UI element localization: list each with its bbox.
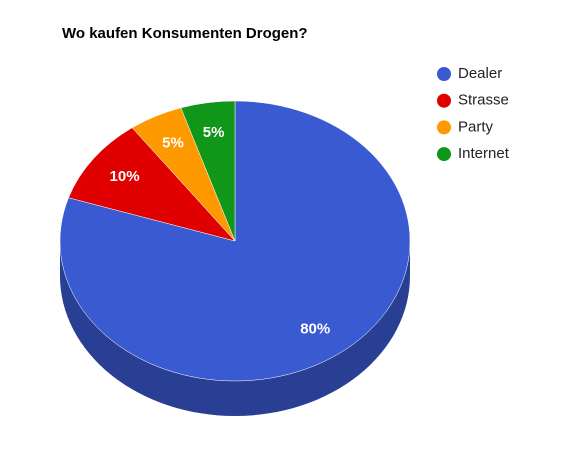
legend-label: Party (458, 118, 494, 135)
legend-label: Strasse (458, 92, 509, 109)
pie-side (60, 241, 410, 416)
legend-marker (437, 93, 451, 108)
legend-marker (437, 120, 451, 135)
data-label: 80% (300, 320, 330, 337)
legend-label: Dealer (458, 65, 502, 82)
legend-marker (437, 147, 451, 162)
data-label: 5% (203, 124, 225, 141)
pie-slice (68, 127, 236, 242)
data-label: 10% (110, 168, 140, 185)
chart-title: Wo kaufen Konsumenten Drogen? (62, 25, 308, 42)
legend-label: Internet (458, 145, 510, 162)
data-label: 5% (162, 135, 184, 152)
pie-slice (180, 100, 236, 242)
legend-marker (437, 67, 451, 81)
